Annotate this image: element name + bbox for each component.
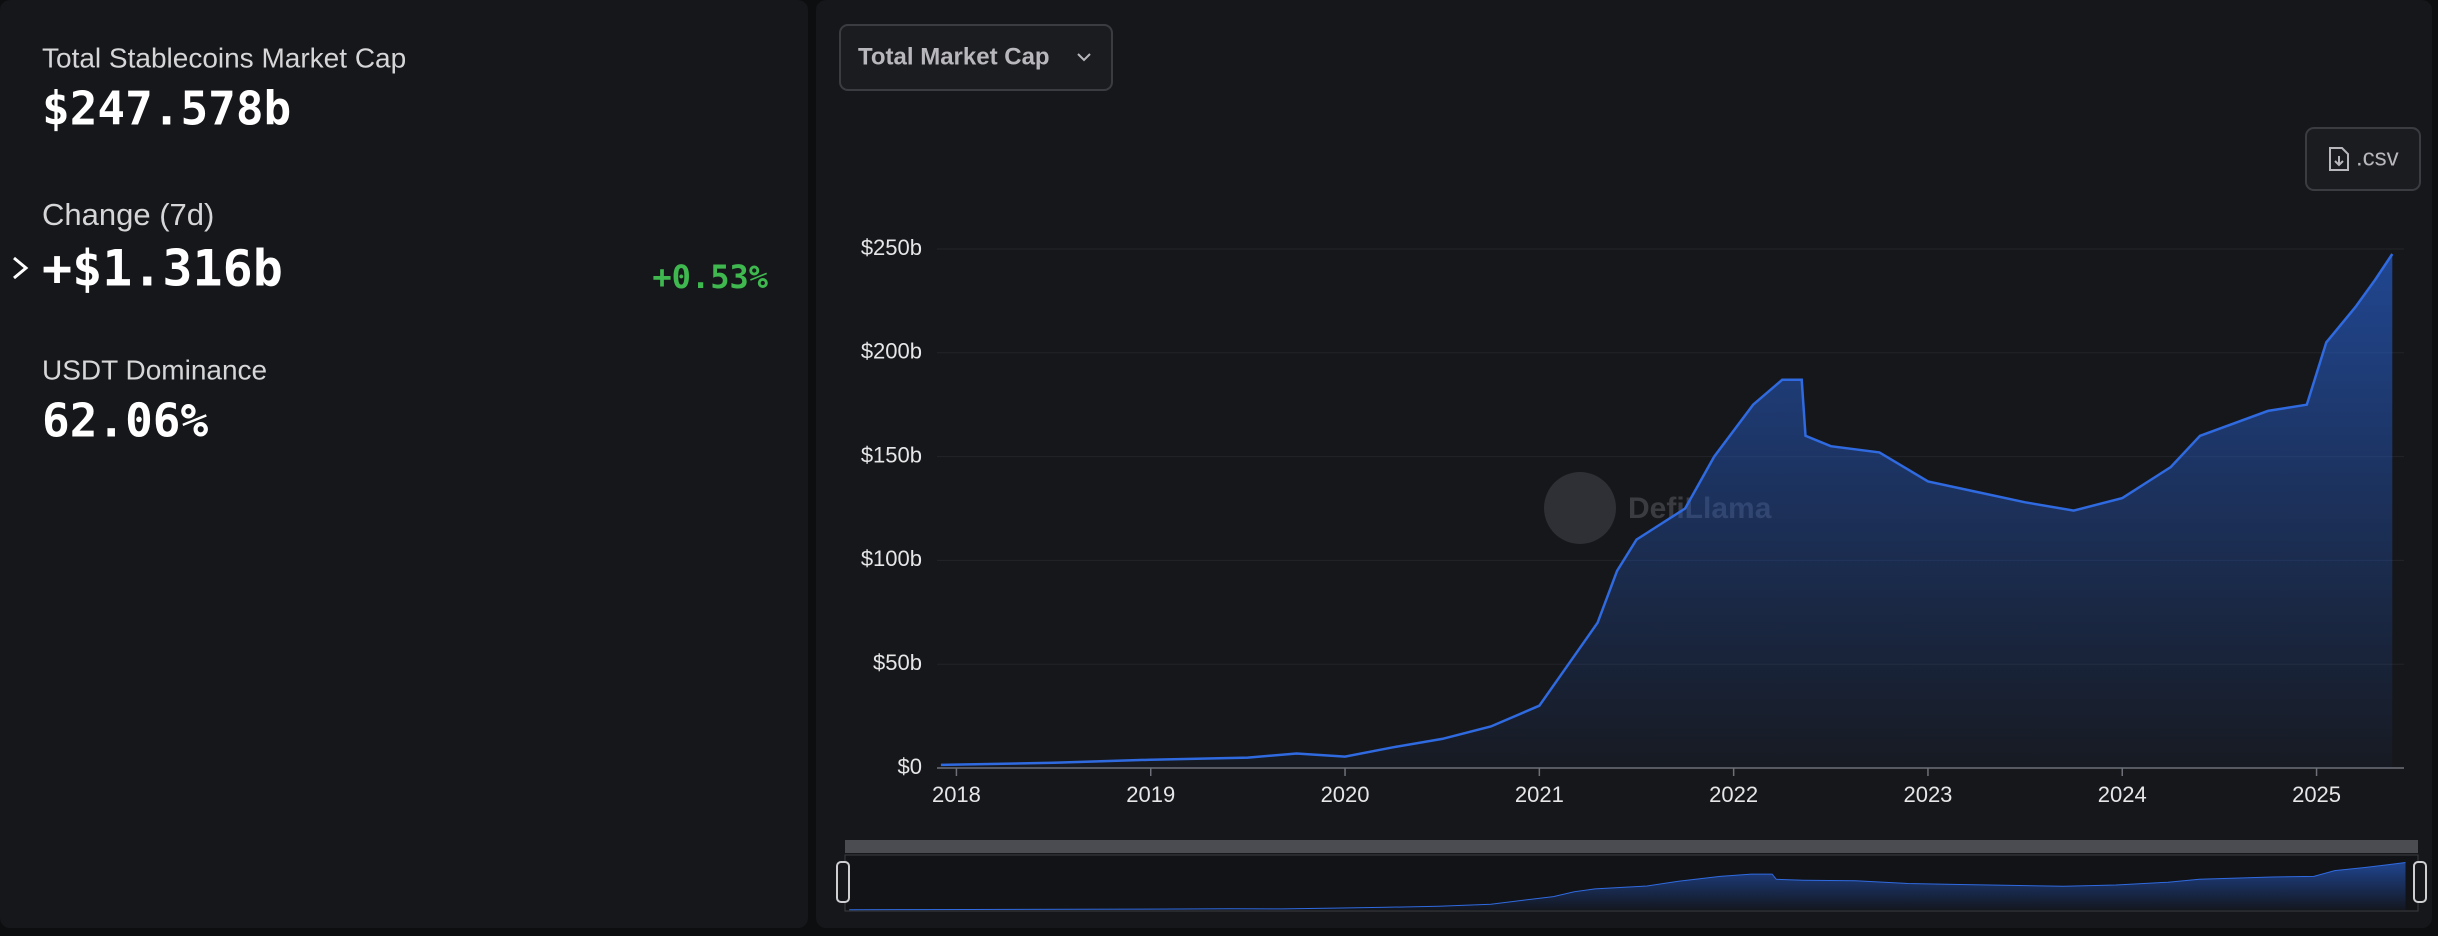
stats-panel [0, 0, 808, 928]
navigator-handle[interactable] [2413, 861, 2427, 903]
y-tick-label: $0 [898, 754, 922, 779]
watermark-logo [1544, 472, 1616, 544]
stat-change: +0.53% [652, 258, 768, 296]
line [849, 862, 2406, 911]
x-tick-label: 2022 [1709, 782, 1758, 807]
navigator-handle[interactable] [836, 861, 850, 903]
x-tick-label: 2019 [1126, 782, 1175, 807]
y-tick-label: $100b [861, 546, 922, 571]
x-tick-label: 2025 [2292, 782, 2341, 807]
dropdown[interactable] [839, 24, 1113, 91]
dropdown-label: Total Market Cap [858, 43, 1050, 70]
stat-label: Change (7d) [42, 197, 214, 232]
download-icon [2329, 147, 2349, 171]
x-tick-label: 2020 [1321, 782, 1370, 807]
area [940, 254, 2393, 768]
expand-arrow[interactable] [13, 256, 29, 280]
stat-value: 62.06% [42, 394, 208, 448]
navigator-bar [845, 840, 2418, 853]
csv-label: .csv [2356, 144, 2399, 171]
x-tick-label: 2023 [1903, 782, 1952, 807]
y-tick-label: $200b [861, 339, 922, 364]
x-tick-label: 2021 [1515, 782, 1564, 807]
y-tick-label: $150b [861, 442, 922, 467]
area [849, 862, 2406, 910]
csv-button[interactable] [2305, 127, 2421, 191]
x-tick-label: 2024 [2098, 782, 2147, 807]
chevron [1077, 53, 1091, 62]
stat-label: USDT Dominance [42, 354, 267, 385]
x-tick-label: 2018 [932, 782, 981, 807]
y-tick-label: $50b [873, 650, 922, 675]
stat-value: +$1.316b [42, 240, 283, 298]
y-tick-label: $250b [861, 235, 922, 260]
stat-label: Total Stablecoins Market Cap [42, 42, 406, 73]
stat-value: $247.578b [42, 82, 291, 136]
line [940, 253, 2394, 767]
